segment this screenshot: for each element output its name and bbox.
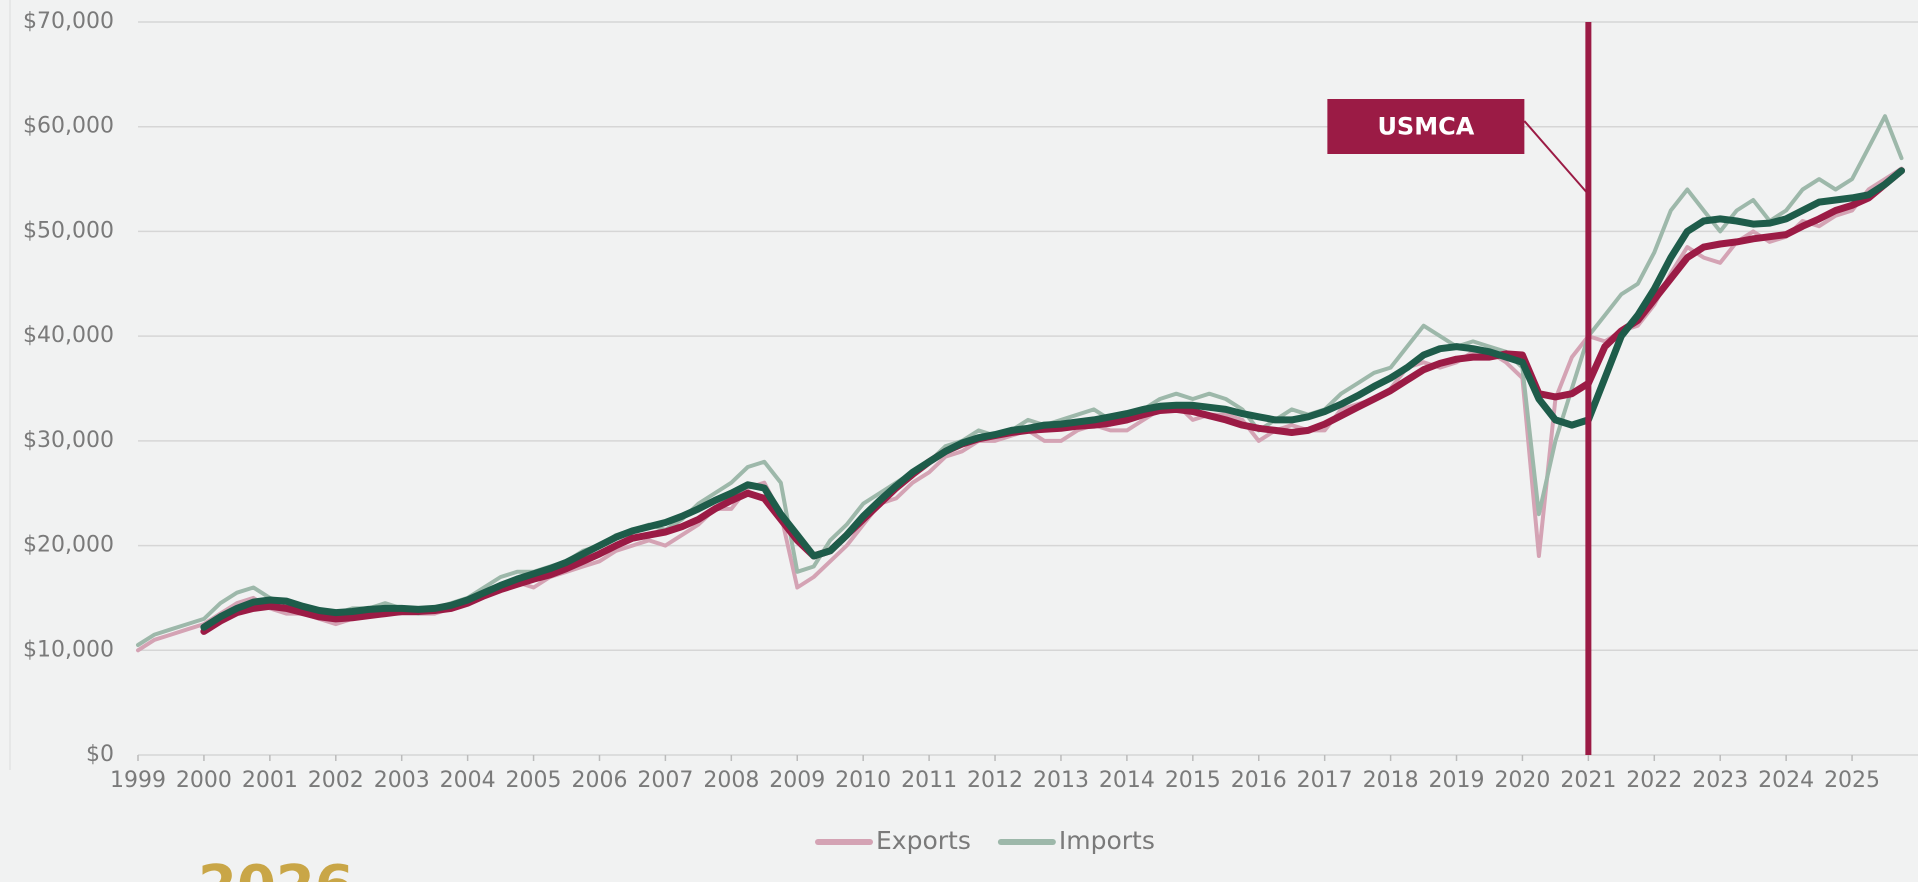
- x-tick-label: 2009: [769, 768, 825, 793]
- y-tick-label: $50,000: [23, 218, 114, 243]
- x-tick-label: 1999: [110, 768, 166, 793]
- x-tick-label: 2013: [1033, 768, 1089, 793]
- x-tick-label: 2011: [901, 768, 957, 793]
- x-tick-label: 2014: [1099, 768, 1155, 793]
- footer-text: 2026: [198, 854, 354, 882]
- x-tick-label: 2015: [1165, 768, 1221, 793]
- y-tick-label: $0: [86, 742, 114, 767]
- x-tick-label: 2022: [1626, 768, 1682, 793]
- y-tick-label: $70,000: [23, 9, 114, 34]
- x-tick-label: 2020: [1494, 768, 1550, 793]
- y-tick-label: $40,000: [23, 323, 114, 348]
- x-tick-label: 2005: [506, 768, 562, 793]
- x-tick-label: 2004: [440, 768, 496, 793]
- x-tick-label: 2024: [1758, 768, 1814, 793]
- x-tick-label: 2012: [967, 768, 1023, 793]
- x-tick-label: 2021: [1560, 768, 1616, 793]
- x-tick-label: 2006: [571, 768, 627, 793]
- legend-label: Exports: [876, 826, 971, 855]
- annotation-box: [1327, 99, 1525, 154]
- x-tick-label: 2017: [1297, 768, 1353, 793]
- x-tick-label: 2019: [1429, 768, 1485, 793]
- x-tick-label: 2018: [1363, 768, 1419, 793]
- x-tick-label: 2001: [242, 768, 298, 793]
- y-tick-label: $60,000: [23, 114, 114, 139]
- y-tick-label: $30,000: [23, 428, 114, 453]
- x-tick-label: 2007: [637, 768, 693, 793]
- annotation-text: USMCA: [1377, 113, 1474, 141]
- x-tick-label: 2002: [308, 768, 364, 793]
- x-tick-label: 2025: [1824, 768, 1880, 793]
- x-tick-label: 2003: [374, 768, 430, 793]
- x-tick-label: 2023: [1692, 768, 1748, 793]
- y-tick-label: $10,000: [23, 637, 114, 662]
- series-line: [200, 167, 1905, 631]
- x-tick-label: 2010: [835, 768, 891, 793]
- y-tick-label: $20,000: [23, 533, 114, 558]
- x-tick-label: 2000: [176, 768, 232, 793]
- annotation-leader: [1523, 120, 1588, 193]
- x-tick-label: 2008: [703, 768, 759, 793]
- legend-label: Imports: [1059, 826, 1155, 855]
- x-tick-label: 2016: [1231, 768, 1287, 793]
